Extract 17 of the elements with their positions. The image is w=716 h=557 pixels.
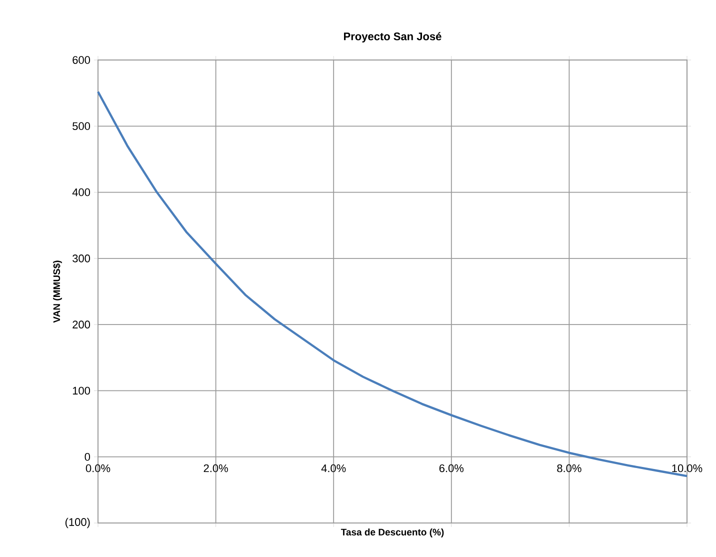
chart-title: Proyecto San José [344, 32, 442, 42]
y-tick-label: (100) [65, 518, 90, 528]
y-tick-label: 500 [72, 122, 90, 130]
x-tick-label: 4.0% [321, 464, 346, 472]
x-tick-label: 10.0% [672, 464, 702, 472]
x-tick-label: 0.0% [86, 464, 110, 472]
y-tick-label: 0 [84, 452, 90, 461]
x-tick-label: 8.0% [557, 464, 582, 472]
y-axis-title: VAN (MMUS$) [52, 260, 62, 323]
x-tick-label: 2.0% [204, 464, 228, 472]
y-tick-label: 100 [72, 386, 90, 395]
y-tick-label: 200 [72, 320, 90, 328]
y-tick-label: 600 [72, 56, 90, 64]
x-axis-title: Tasa de Descuento (%) [340, 528, 444, 538]
x-tick-label: 6.0% [439, 464, 464, 472]
y-tick-label: 300 [72, 254, 90, 262]
y-tick-label: 400 [72, 188, 90, 196]
